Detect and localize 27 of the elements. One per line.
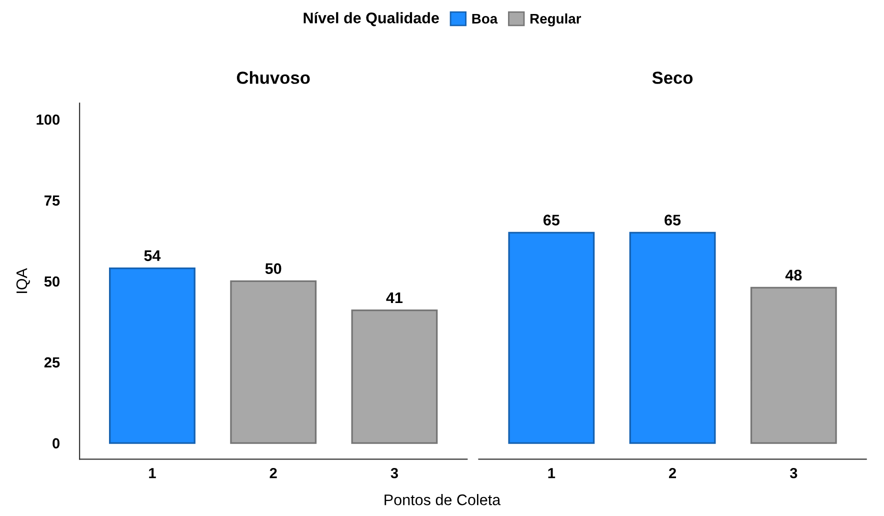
bar bbox=[351, 310, 438, 444]
y-tick-label: 25 bbox=[44, 357, 60, 368]
x-tick-label: 3 bbox=[390, 468, 398, 478]
data-label: 65 bbox=[543, 214, 560, 226]
legend-title: Nível de Qualidade bbox=[304, 12, 439, 26]
bar bbox=[109, 267, 196, 444]
x-tick-label: 2 bbox=[270, 468, 277, 478]
x-tick-label: 3 bbox=[790, 468, 798, 478]
legend-label: Boa bbox=[472, 14, 498, 24]
data-label: 54 bbox=[144, 250, 161, 262]
y-tick-label: 50 bbox=[44, 276, 60, 287]
y-tick-label: 75 bbox=[44, 196, 60, 206]
data-label: 50 bbox=[265, 263, 282, 274]
data-label: 48 bbox=[785, 270, 802, 281]
chart-title: Chuvoso bbox=[236, 71, 310, 84]
bar bbox=[230, 280, 317, 444]
y-axis-title: IQA bbox=[16, 268, 30, 293]
chart-title: Seco bbox=[652, 72, 693, 84]
y-tick-label: 0 bbox=[52, 438, 60, 448]
x-tick-label: 1 bbox=[548, 468, 556, 478]
data-label: 65 bbox=[664, 214, 681, 226]
x-axis-title: Pontos de Coleta bbox=[384, 494, 501, 506]
legend-label: Regular bbox=[530, 13, 582, 26]
y-tick-label: 100 bbox=[36, 114, 60, 125]
x-tick-label: 2 bbox=[668, 468, 676, 478]
x-tick-label: 1 bbox=[149, 468, 156, 478]
data-label: 41 bbox=[386, 292, 403, 304]
